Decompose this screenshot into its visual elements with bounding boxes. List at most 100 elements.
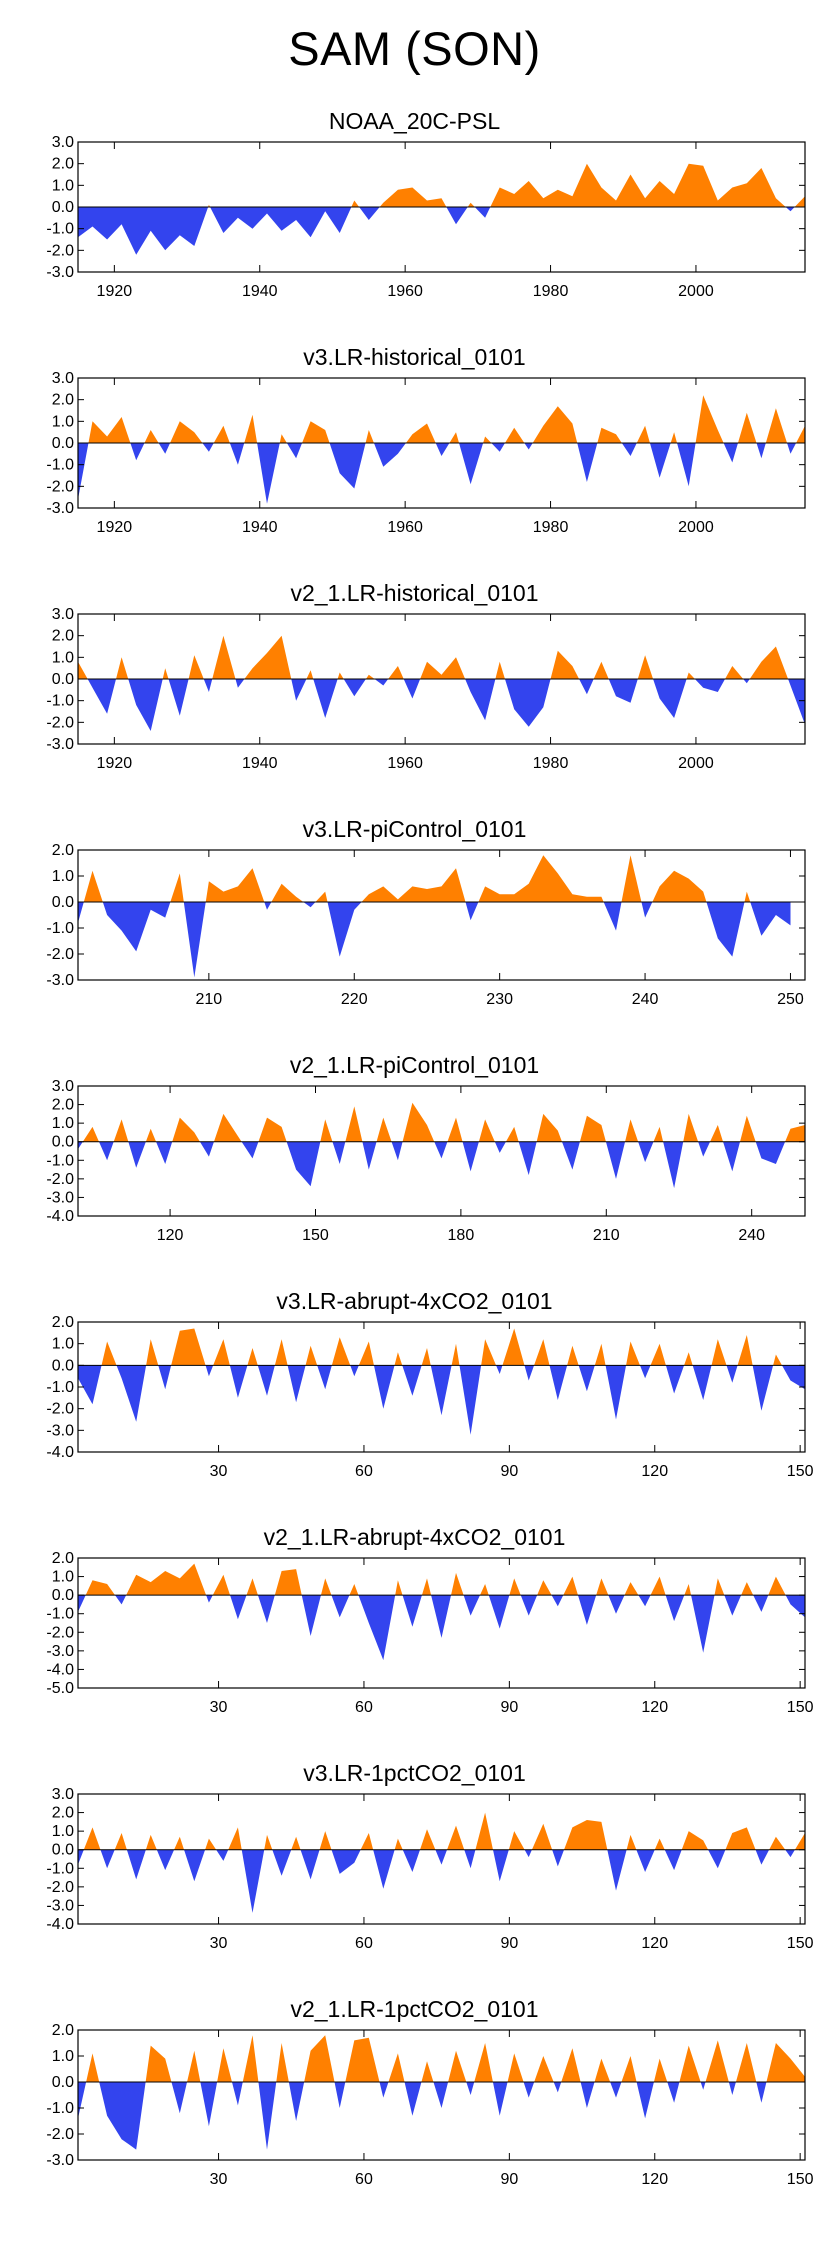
y-tick-label: -3.0 (46, 264, 74, 281)
y-tick-label: -1.0 (46, 693, 74, 710)
panel-title: v3.LR-historical_0101 (303, 344, 526, 370)
x-tick-label: 1940 (242, 283, 278, 300)
y-tick-label: -1.0 (46, 1152, 74, 1169)
chart-svg: 3.0 2.0 1.0 0.0 -1.0 -2.0 -3.0 1920 1940 1960 1980… (46, 606, 806, 772)
x-tick-label: 1960 (387, 519, 423, 536)
chart-svg: 3.0 2.01.0 0.0-1.0 -2.0-3.0 -4.0 120 150 180 210… (46, 1078, 806, 1244)
x-tick-label: 150 (302, 1227, 329, 1244)
x-tick-label: 1940 (242, 519, 278, 536)
y-tick-label: 1.0 (52, 868, 74, 885)
y-tick-label: -1.0 (46, 2100, 74, 2117)
y-tick-label: 0.0 (52, 1134, 74, 1151)
y-tick-label: -1.0 (46, 457, 74, 474)
y-tick-label: -2.0 (46, 1624, 74, 1641)
y-tick-label: -4.0 (46, 1444, 74, 1461)
x-tick-label: 230 (486, 991, 513, 1008)
negative-area (78, 443, 805, 504)
positive-area (78, 1563, 805, 1596)
y-tick-label: 0.0 (52, 1357, 74, 1374)
x-tick-label: 30 (210, 2171, 228, 2188)
y-tick-label: 0.0 (52, 894, 74, 911)
y-tick-label: 2.0 (52, 1805, 74, 1822)
panel-title: v3.LR-piControl_0101 (302, 816, 527, 842)
y-tick-label: -3.0 (46, 1643, 74, 1660)
y-tick-label: 2.0 (52, 1097, 74, 1114)
y-tick-label: -4.0 (46, 1916, 74, 1933)
x-tick-label: 150 (787, 1699, 814, 1716)
negative-area (78, 207, 805, 255)
positive-area (78, 1812, 805, 1850)
positive-area (78, 1102, 805, 1142)
chart-svg: 2.0 1.0 0.0 -1.0 -2.0 -3.0 210 220 230 240 250 (46, 842, 806, 1008)
y-tick-label: -1.0 (46, 920, 74, 937)
y-tick-label: -1.0 (46, 221, 74, 238)
x-tick-label: 90 (500, 2171, 518, 2188)
x-tick-label: 220 (341, 991, 368, 1008)
chart-svg: 3.0 2.0 1.0 0.0 -1.0 -2.0 -3.0 1920 1940 1960 1980… (46, 134, 806, 300)
y-tick-label: 2.0 (52, 1550, 74, 1567)
x-tick-label: 120 (641, 2171, 668, 2188)
y-tick-label: 3.0 (52, 606, 74, 623)
positive-area (78, 163, 805, 207)
y-tick-label: 2.0 (52, 842, 74, 859)
y-tick-label: -3.0 (46, 1189, 74, 1206)
y-tick-label: 1.0 (52, 413, 74, 430)
panel-title: v2_1.LR-piControl_0101 (289, 1052, 540, 1078)
x-tick-label: 90 (500, 1463, 518, 1480)
y-tick-label: 3.0 (52, 1078, 74, 1095)
positive-area (78, 1328, 805, 1366)
y-tick-label: -2.0 (46, 1171, 74, 1188)
x-tick-label: 60 (355, 2171, 373, 2188)
y-tick-label: 2.0 (52, 2022, 74, 2039)
x-tick-label: 2000 (678, 283, 714, 300)
x-tick-label: 150 (787, 1935, 814, 1952)
x-tick-label: 1920 (97, 519, 133, 536)
chart-svg: 2.0 1.0 0.0 -1.0 -2.0 -3.0 30 60 90 120 150 (46, 2022, 814, 2188)
plot-frame (77, 2029, 806, 2161)
y-tick-label: -2.0 (46, 1401, 74, 1418)
positive-area (78, 635, 805, 679)
x-tick-label: 150 (787, 1463, 814, 1480)
x-tick-label: 1920 (97, 283, 133, 300)
y-tick-label: 0.0 (52, 671, 74, 688)
y-tick-label: 0.0 (52, 199, 74, 216)
x-tick-label: 210 (196, 991, 223, 1008)
y-tick-label: -1.0 (46, 1860, 74, 1877)
y-tick-label: -3.0 (46, 500, 74, 517)
positive-area (78, 2035, 805, 2082)
y-tick-label: 0.0 (52, 1842, 74, 1859)
y-tick-label: -3.0 (46, 1422, 74, 1439)
chart-svg: 3.0 2.01.0 0.0-1.0 -2.0-3.0 -4.0 30 60 90 120 150 (46, 1786, 814, 1952)
x-tick-label: 1980 (533, 519, 569, 536)
y-tick-label: 0.0 (52, 435, 74, 452)
positive-area (78, 395, 805, 443)
chart-svg: 2.0 1.0 0.0 -1.0 -2.0 -3.0 -4.0 30 60 90 120 150 (46, 1314, 814, 1480)
y-tick-label: 1.0 (52, 1569, 74, 1586)
y-tick-label: 1.0 (52, 2048, 74, 2065)
negative-area (78, 1595, 805, 1661)
panel-title: v2_1.LR-1pctCO2_0101 (290, 1996, 539, 2022)
negative-area (78, 1141, 786, 1189)
x-tick-label: 2000 (678, 519, 714, 536)
x-tick-label: 30 (210, 1463, 228, 1480)
y-tick-label: -3.0 (46, 972, 74, 989)
x-tick-label: 150 (787, 2171, 814, 2188)
x-tick-label: 120 (641, 1935, 668, 1952)
y-tick-label: 1.0 (52, 177, 74, 194)
plot-frame (77, 849, 806, 981)
x-tick-label: 2000 (678, 755, 714, 772)
negative-area (78, 1849, 795, 1913)
y-tick-label: -2.0 (46, 1879, 74, 1896)
y-tick-label: 0.0 (52, 1587, 74, 1604)
x-tick-label: 240 (738, 1227, 765, 1244)
y-tick-label: -4.0 (46, 1661, 74, 1678)
x-tick-label: 60 (355, 1935, 373, 1952)
x-tick-label: 120 (641, 1699, 668, 1716)
panel-title: NOAA_20C-PSL (328, 108, 501, 134)
panel-title: v3.LR-abrupt-4xCO2_0101 (276, 1288, 553, 1314)
x-tick-label: 60 (355, 1699, 373, 1716)
y-tick-label: -2.0 (46, 2126, 74, 2143)
y-tick-label: 3.0 (52, 370, 74, 387)
y-tick-label: 2.0 (52, 392, 74, 409)
